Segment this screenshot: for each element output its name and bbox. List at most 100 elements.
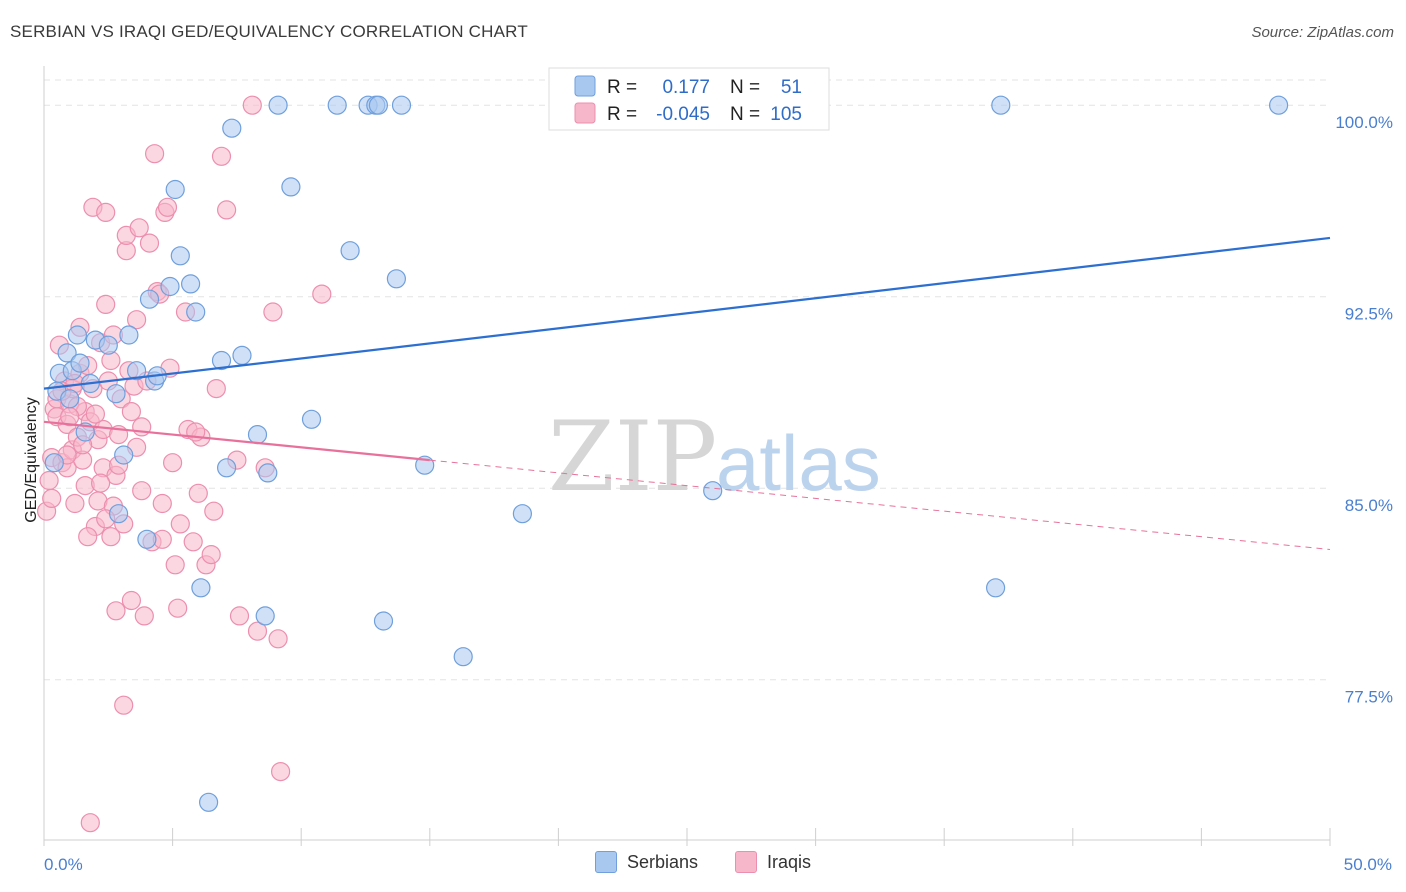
serbians-points: [44, 95, 1289, 812]
serbians-point-32: [247, 425, 268, 445]
legend-serbians-label: Serbians: [626, 851, 698, 872]
legend-serbians-r-label: R =: [607, 77, 637, 98]
iraqis-point-1: [39, 470, 59, 491]
bottom-legend: Serbians Iraqis: [0, 851, 1406, 878]
serbians-point-25: [186, 302, 206, 322]
trend-lines: [43, 236, 1331, 550]
serbians-point-12: [106, 384, 126, 404]
iraqis-point-38: [106, 601, 126, 621]
serbians-point-33: [255, 606, 275, 626]
iraqis-trend-line-extension: [429, 459, 1331, 550]
serbians-point-42: [368, 95, 388, 115]
serbians-point-47: [453, 647, 473, 667]
iraqis-point-103: [78, 527, 98, 547]
iraqis-point-95: [85, 404, 106, 424]
legend-iraqis-r-label: R =: [607, 104, 637, 125]
serbians-point-21: [160, 276, 180, 297]
x-tick-label-min: 0.0%: [44, 855, 83, 874]
serbians-point-51: [985, 578, 1006, 598]
iraqis-point-84: [268, 629, 288, 649]
iraqis-point-81: [247, 621, 268, 641]
watermark-zip: ZIP: [548, 401, 717, 513]
y-tick-label-0: 77.5%: [1345, 688, 1393, 707]
grid-layer: [44, 79, 1330, 681]
serbians-point-29: [217, 458, 237, 478]
serbians-point-4: [60, 389, 80, 409]
serbians-point-52: [991, 95, 1011, 115]
source-credit: Source: ZipAtlas.com: [1251, 24, 1394, 41]
iraqis-point-75: [206, 379, 226, 399]
legend-item-iraqis[interactable]: Iraqis: [735, 851, 811, 873]
iraqis-point-33: [96, 202, 116, 222]
y-tick-label-2: 92.5%: [1345, 305, 1393, 324]
legend-box: [548, 67, 830, 131]
iraqis-point-62: [157, 197, 178, 217]
legend-iraqis-r-value: -0.045: [656, 104, 710, 125]
iraqis-point-32: [96, 294, 116, 314]
serbians-point-36: [281, 177, 301, 197]
legend-serbians-n-label: N =: [730, 77, 760, 98]
iraqis-swatch: [735, 851, 758, 873]
iraqis-point-100: [152, 493, 172, 514]
iraqis-point-53: [134, 606, 154, 626]
iraqis-point-92: [121, 402, 141, 422]
watermark-atlas: atlas: [716, 419, 881, 507]
chart-title: SERBIAN VS IRAQI GED/EQUIVALENCY CORRELA…: [10, 22, 528, 41]
iraqis-point-70: [183, 532, 203, 552]
iraqis-point-50: [129, 218, 149, 238]
serbians-point-7: [70, 353, 90, 373]
serbians-trend-line: [43, 236, 1331, 390]
serbians-point-16: [127, 361, 147, 381]
serbians-point-38: [327, 95, 347, 115]
serbians-point-17: [137, 529, 157, 549]
serbians-point-44: [386, 269, 406, 289]
serbians-point-11: [98, 335, 118, 355]
iraqis-point-74: [201, 544, 221, 565]
serbians-point-8: [75, 422, 95, 442]
serbians-point-6: [67, 325, 88, 345]
top-legend: R = 0.177 N = 51 R = -0.045 N = 105: [548, 67, 830, 131]
iraqis-point-65: [165, 555, 185, 575]
iraqis-point-64: [163, 453, 183, 473]
iraqis-point-49: [127, 310, 147, 330]
legend-item-serbians[interactable]: Serbians: [594, 851, 698, 873]
iraqis-point-77: [217, 200, 237, 220]
iraqis-point-102: [204, 501, 224, 521]
serbians-point-45: [391, 95, 412, 115]
iraqis-point-71: [188, 483, 208, 503]
legend-iraqis-label: Iraqis: [767, 851, 812, 872]
serbians-swatch: [594, 851, 617, 873]
serbians-point-43: [373, 611, 394, 631]
serbians-point-35: [268, 95, 288, 115]
serbians-point-28: [211, 350, 232, 371]
serbians-point-14: [114, 445, 134, 465]
serbians-point-39: [340, 241, 360, 261]
iraqis-point-42: [114, 695, 134, 715]
iraqis-point-47: [121, 590, 141, 611]
serbians-point-53: [1268, 95, 1289, 115]
serbians-point-34: [258, 463, 278, 483]
iraqis-point-55: [139, 233, 160, 253]
serbians-point-15: [119, 325, 139, 345]
serbians-point-26: [191, 578, 211, 598]
legend-iraqis-swatch: [574, 102, 596, 124]
legend-serbians-swatch: [574, 75, 596, 97]
iraqis-point-15: [65, 493, 85, 514]
serbians-point-3: [57, 343, 77, 363]
serbians-point-48: [512, 504, 533, 524]
iraqis-point-35: [101, 527, 121, 547]
iraqis-point-80: [242, 95, 262, 115]
iraqis-point-83: [263, 302, 283, 322]
serbians-point-37: [301, 409, 322, 429]
serbians-point-0: [44, 453, 64, 473]
iraqis-point-87: [80, 813, 100, 833]
serbians-point-27: [199, 792, 219, 812]
legend-iraqis-n-value: 105: [770, 104, 802, 125]
serbians-point-50: [703, 481, 723, 501]
iraqis-point-66: [168, 598, 188, 618]
watermark: ZIP atlas: [548, 401, 881, 513]
iraqis-point-76: [211, 146, 232, 166]
y-tick-label-1: 85.0%: [1345, 496, 1393, 515]
serbians-point-24: [181, 274, 201, 294]
